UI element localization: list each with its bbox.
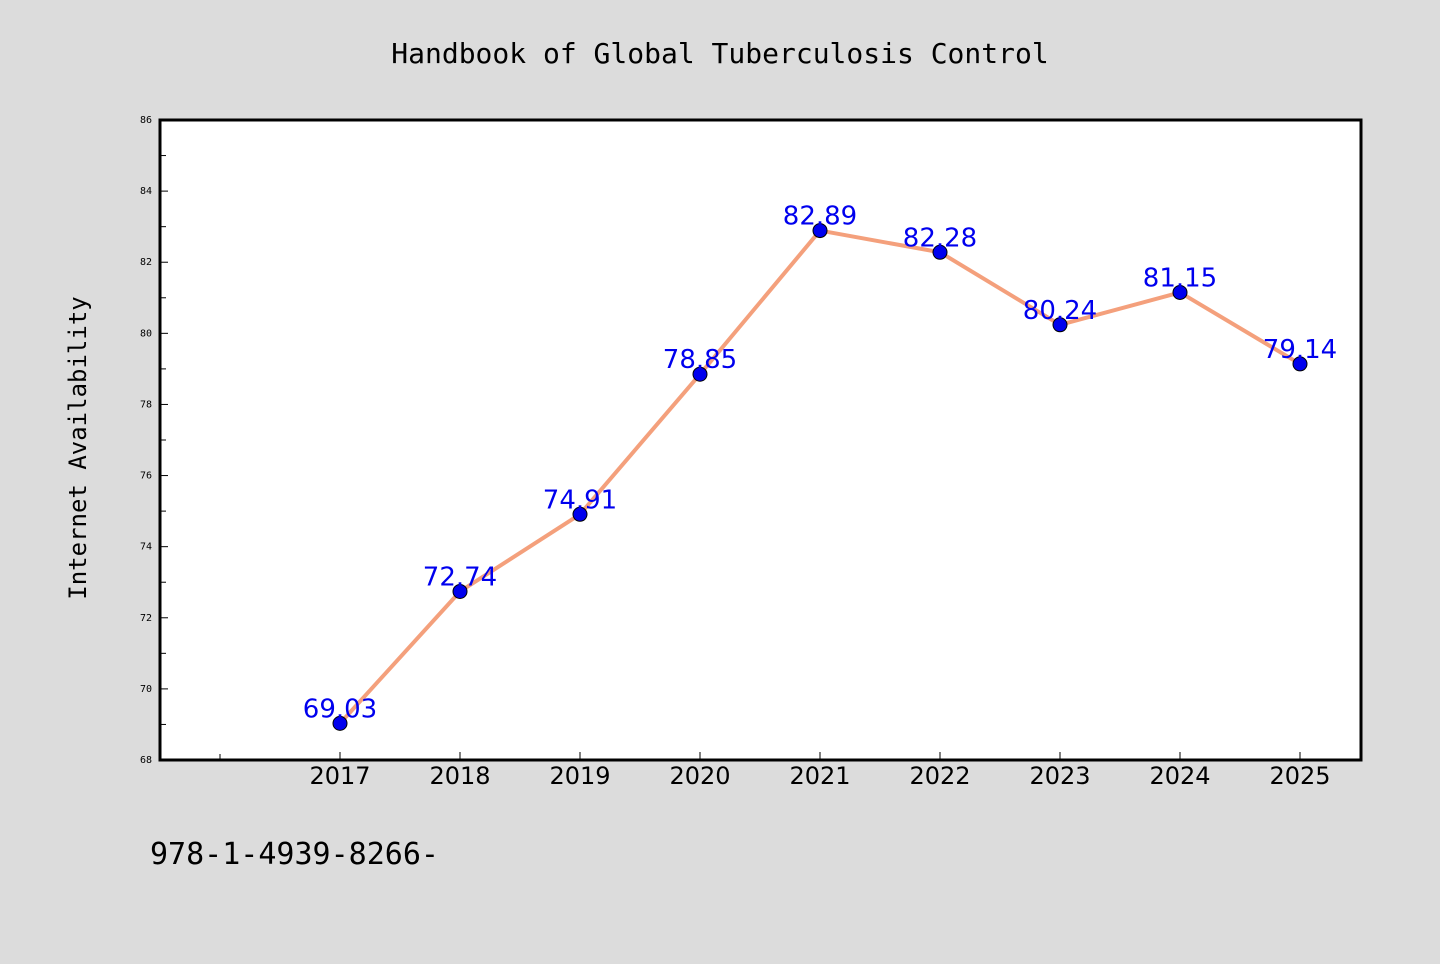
data-point [452,583,468,599]
data-label: 81.15 [1143,263,1217,293]
y-tick-label: 72 [140,613,152,624]
x-tick-label: 2023 [1029,762,1090,790]
x-tick-label: 2019 [549,762,610,790]
y-tick-label: 78 [140,399,152,410]
y-tick-label: 86 [140,115,152,126]
data-label: 79.14 [1263,335,1337,365]
y-tick-label: 84 [140,186,152,197]
isbn-footer: 978-1-4939-8266- [150,837,439,872]
data-label: 82.89 [783,202,857,232]
x-tick-label: 2020 [669,762,730,790]
data-point [332,715,348,731]
data-point [1292,356,1308,372]
x-tick-label: 2018 [429,762,490,790]
y-tick-label: 76 [140,471,152,482]
y-tick-label: 82 [140,257,152,268]
data-point [572,506,588,522]
plot-area [158,118,1363,762]
data-point [1052,317,1068,333]
x-tick-label: 2025 [1269,762,1330,790]
y-tick-label: 70 [140,684,152,695]
chart-title: Handbook of Global Tuberculosis Control [391,37,1048,70]
data-label: 69.03 [303,694,377,724]
data-point [812,223,828,239]
x-tick-label: 2021 [789,762,850,790]
data-label: 72.74 [423,562,497,592]
y-tick-label: 80 [140,328,152,339]
x-tick-label: 2024 [1149,762,1210,790]
series-layer [332,223,1308,731]
data-label: 74.91 [543,485,617,515]
y-axis: 68 70 72 74 76 78 80 82 84 86 [140,115,168,766]
x-axis: 2017 2018 2019 2020 2021 2022 2023 2024 2025 [219,752,1331,790]
y-tick-label: 74 [140,542,152,553]
y-axis-label: Internet Availability [64,296,92,599]
data-labels: 69.03 72.74 74.91 78.85 82.89 82.28 80.24 81.15… [303,202,1337,725]
y-tick-label: 68 [140,755,152,766]
data-label: 82.28 [903,223,977,253]
x-tick-label: 2022 [909,762,970,790]
data-point [1172,284,1188,300]
data-label: 80.24 [1023,296,1097,326]
data-label: 78.85 [663,345,737,375]
data-point [692,366,708,382]
data-point [932,244,948,260]
x-tick-label: 2017 [309,762,370,790]
